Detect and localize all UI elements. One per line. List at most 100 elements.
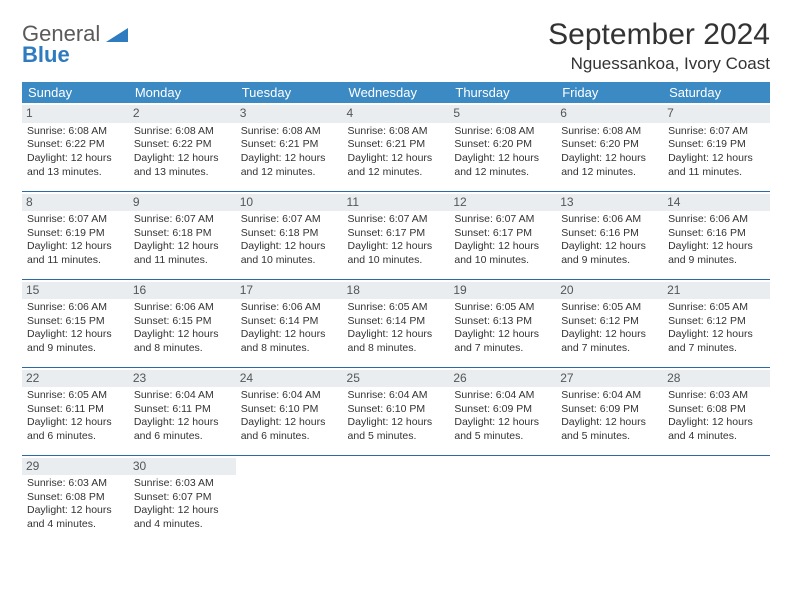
day-number: 29 bbox=[22, 458, 129, 476]
sunset-text: Sunset: 6:16 PM bbox=[561, 227, 658, 241]
day-number: 7 bbox=[663, 105, 770, 123]
location: Nguessankoa, Ivory Coast bbox=[548, 54, 770, 74]
title-block: September 2024 Nguessankoa, Ivory Coast bbox=[548, 18, 770, 74]
calendar-cell: 12Sunrise: 6:07 AMSunset: 6:17 PMDayligh… bbox=[449, 191, 556, 279]
sunrise-text: Sunrise: 6:04 AM bbox=[454, 389, 551, 403]
daylight-text: Daylight: 12 hours and 12 minutes. bbox=[348, 152, 445, 179]
sunrise-text: Sunrise: 6:06 AM bbox=[134, 301, 231, 315]
calendar-row: 29Sunrise: 6:03 AMSunset: 6:08 PMDayligh… bbox=[22, 455, 770, 543]
day-number: 14 bbox=[663, 194, 770, 212]
daylight-text: Daylight: 12 hours and 4 minutes. bbox=[668, 416, 765, 443]
day-number: 16 bbox=[129, 282, 236, 300]
col-saturday: Saturday bbox=[663, 82, 770, 103]
sunrise-text: Sunrise: 6:08 AM bbox=[454, 125, 551, 139]
day-number: 30 bbox=[129, 458, 236, 476]
sunrise-text: Sunrise: 6:07 AM bbox=[27, 213, 124, 227]
sunrise-text: Sunrise: 6:05 AM bbox=[668, 301, 765, 315]
brand-triangle-icon bbox=[106, 28, 128, 42]
calendar-cell: 4Sunrise: 6:08 AMSunset: 6:21 PMDaylight… bbox=[343, 103, 450, 191]
calendar-cell: 2Sunrise: 6:08 AMSunset: 6:22 PMDaylight… bbox=[129, 103, 236, 191]
sunrise-text: Sunrise: 6:08 AM bbox=[134, 125, 231, 139]
day-number: 22 bbox=[22, 370, 129, 388]
sunrise-text: Sunrise: 6:08 AM bbox=[348, 125, 445, 139]
calendar-cell: 26Sunrise: 6:04 AMSunset: 6:09 PMDayligh… bbox=[449, 367, 556, 455]
sunrise-text: Sunrise: 6:08 AM bbox=[241, 125, 338, 139]
month-title: September 2024 bbox=[548, 18, 770, 52]
daylight-text: Daylight: 12 hours and 5 minutes. bbox=[454, 416, 551, 443]
daylight-text: Daylight: 12 hours and 7 minutes. bbox=[668, 328, 765, 355]
calendar-cell: 16Sunrise: 6:06 AMSunset: 6:15 PMDayligh… bbox=[129, 279, 236, 367]
day-number: 6 bbox=[556, 105, 663, 123]
col-monday: Monday bbox=[129, 82, 236, 103]
sunrise-text: Sunrise: 6:08 AM bbox=[561, 125, 658, 139]
sunrise-text: Sunrise: 6:05 AM bbox=[27, 389, 124, 403]
sunset-text: Sunset: 6:17 PM bbox=[348, 227, 445, 241]
day-number: 25 bbox=[343, 370, 450, 388]
calendar-cell: 1Sunrise: 6:08 AMSunset: 6:22 PMDaylight… bbox=[22, 103, 129, 191]
sunset-text: Sunset: 6:22 PM bbox=[27, 138, 124, 152]
sunrise-text: Sunrise: 6:06 AM bbox=[668, 213, 765, 227]
daylight-text: Daylight: 12 hours and 13 minutes. bbox=[134, 152, 231, 179]
day-number: 17 bbox=[236, 282, 343, 300]
sunset-text: Sunset: 6:11 PM bbox=[134, 403, 231, 417]
sunset-text: Sunset: 6:15 PM bbox=[27, 315, 124, 329]
daylight-text: Daylight: 12 hours and 9 minutes. bbox=[668, 240, 765, 267]
day-number: 4 bbox=[343, 105, 450, 123]
day-number: 15 bbox=[22, 282, 129, 300]
sunset-text: Sunset: 6:16 PM bbox=[668, 227, 765, 241]
sunset-text: Sunset: 6:08 PM bbox=[668, 403, 765, 417]
daylight-text: Daylight: 12 hours and 6 minutes. bbox=[27, 416, 124, 443]
sunrise-text: Sunrise: 6:04 AM bbox=[348, 389, 445, 403]
calendar-cell: 14Sunrise: 6:06 AMSunset: 6:16 PMDayligh… bbox=[663, 191, 770, 279]
sunrise-text: Sunrise: 6:08 AM bbox=[27, 125, 124, 139]
calendar-cell: 19Sunrise: 6:05 AMSunset: 6:13 PMDayligh… bbox=[449, 279, 556, 367]
sunset-text: Sunset: 6:12 PM bbox=[561, 315, 658, 329]
col-wednesday: Wednesday bbox=[343, 82, 450, 103]
sunset-text: Sunset: 6:15 PM bbox=[134, 315, 231, 329]
day-number: 26 bbox=[449, 370, 556, 388]
sunset-text: Sunset: 6:17 PM bbox=[454, 227, 551, 241]
daylight-text: Daylight: 12 hours and 5 minutes. bbox=[561, 416, 658, 443]
sunrise-text: Sunrise: 6:04 AM bbox=[561, 389, 658, 403]
calendar-cell bbox=[236, 455, 343, 543]
calendar-cell: 6Sunrise: 6:08 AMSunset: 6:20 PMDaylight… bbox=[556, 103, 663, 191]
sunset-text: Sunset: 6:21 PM bbox=[241, 138, 338, 152]
calendar-cell: 20Sunrise: 6:05 AMSunset: 6:12 PMDayligh… bbox=[556, 279, 663, 367]
sunrise-text: Sunrise: 6:05 AM bbox=[454, 301, 551, 315]
daylight-text: Daylight: 12 hours and 7 minutes. bbox=[561, 328, 658, 355]
sunrise-text: Sunrise: 6:03 AM bbox=[668, 389, 765, 403]
col-sunday: Sunday bbox=[22, 82, 129, 103]
daylight-text: Daylight: 12 hours and 12 minutes. bbox=[454, 152, 551, 179]
daylight-text: Daylight: 12 hours and 9 minutes. bbox=[561, 240, 658, 267]
calendar-cell bbox=[343, 455, 450, 543]
calendar-cell: 21Sunrise: 6:05 AMSunset: 6:12 PMDayligh… bbox=[663, 279, 770, 367]
calendar-cell: 22Sunrise: 6:05 AMSunset: 6:11 PMDayligh… bbox=[22, 367, 129, 455]
sunrise-text: Sunrise: 6:06 AM bbox=[27, 301, 124, 315]
brand-line2: Blue bbox=[22, 42, 70, 67]
sunrise-text: Sunrise: 6:06 AM bbox=[241, 301, 338, 315]
calendar-row: 15Sunrise: 6:06 AMSunset: 6:15 PMDayligh… bbox=[22, 279, 770, 367]
daylight-text: Daylight: 12 hours and 12 minutes. bbox=[241, 152, 338, 179]
calendar-cell bbox=[663, 455, 770, 543]
sunrise-text: Sunrise: 6:03 AM bbox=[27, 477, 124, 491]
daylight-text: Daylight: 12 hours and 10 minutes. bbox=[454, 240, 551, 267]
calendar-cell: 3 Sunrise: 6:08 AMSunset: 6:21 PMDaylight… bbox=[236, 103, 343, 191]
brand-logo: General Blue bbox=[22, 18, 128, 66]
calendar-cell: 23Sunrise: 6:04 AMSunset: 6:11 PMDayligh… bbox=[129, 367, 236, 455]
sunset-text: Sunset: 6:19 PM bbox=[668, 138, 765, 152]
calendar-cell: 7Sunrise: 6:07 AMSunset: 6:19 PMDaylight… bbox=[663, 103, 770, 191]
col-tuesday: Tuesday bbox=[236, 82, 343, 103]
day-number: 5 bbox=[449, 105, 556, 123]
brand-text: General Blue bbox=[22, 24, 128, 66]
sunrise-text: Sunrise: 6:07 AM bbox=[668, 125, 765, 139]
sunset-text: Sunset: 6:14 PM bbox=[348, 315, 445, 329]
day-number: 13 bbox=[556, 194, 663, 212]
sunset-text: Sunset: 6:11 PM bbox=[27, 403, 124, 417]
calendar-cell bbox=[449, 455, 556, 543]
day-number: 24 bbox=[236, 370, 343, 388]
day-number: 3 bbox=[236, 105, 343, 123]
day-number: 12 bbox=[449, 194, 556, 212]
calendar-row: 1Sunrise: 6:08 AMSunset: 6:22 PMDaylight… bbox=[22, 103, 770, 191]
daylight-text: Daylight: 12 hours and 7 minutes. bbox=[454, 328, 551, 355]
sunset-text: Sunset: 6:18 PM bbox=[134, 227, 231, 241]
